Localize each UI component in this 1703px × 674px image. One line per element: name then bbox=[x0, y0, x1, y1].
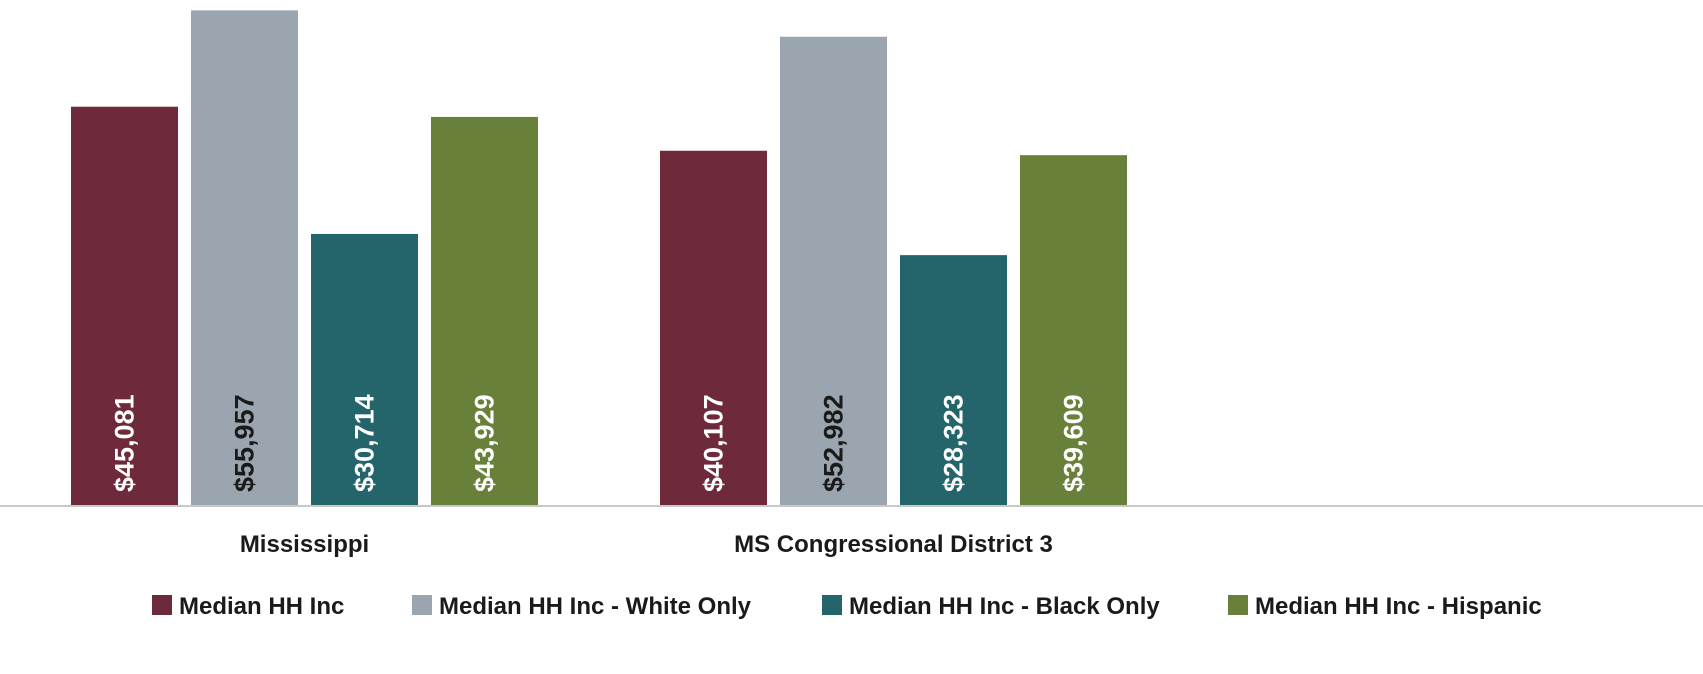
legend-swatch bbox=[1228, 595, 1248, 615]
category-labels: Mississippi MS Congressional District 3 bbox=[240, 531, 1053, 558]
legend-label: Median HH Inc - Black Only bbox=[849, 593, 1160, 620]
category-label: Mississippi bbox=[240, 531, 369, 558]
data-label: $40,107 bbox=[699, 394, 729, 492]
bar-mississippi-series-2 bbox=[191, 10, 298, 506]
data-label: $55,957 bbox=[230, 394, 260, 492]
legend-label: Median HH Inc bbox=[179, 593, 344, 620]
bar-mississippi-series-4 bbox=[431, 116, 538, 506]
category-label: MS Congressional District 3 bbox=[734, 531, 1053, 558]
data-label: $30,714 bbox=[350, 394, 380, 492]
legend: Median HH Inc Median HH Inc - White Only M… bbox=[152, 593, 1542, 620]
data-label: $45,081 bbox=[110, 394, 140, 492]
legend-swatch bbox=[412, 595, 432, 615]
data-label: $28,323 bbox=[939, 394, 969, 492]
bar-mississippi-series-3 bbox=[311, 233, 418, 506]
data-label: $43,929 bbox=[470, 394, 500, 492]
data-label: $39,609 bbox=[1059, 394, 1089, 492]
bar-district-3-series-1 bbox=[660, 150, 767, 506]
bar-district-3-series-3 bbox=[900, 255, 1007, 506]
bar-district-3-series-2 bbox=[780, 36, 887, 506]
legend-label: Median HH Inc - Hispanic bbox=[1255, 593, 1542, 620]
legend-swatch bbox=[822, 595, 842, 615]
data-label: $52,982 bbox=[819, 394, 849, 492]
legend-label: Median HH Inc - White Only bbox=[439, 593, 752, 620]
bars-layer: $45,081 $55,957 $30,714 $43,929 $40,107 $52,9… bbox=[71, 10, 1127, 506]
bar-district-3-series-4 bbox=[1020, 155, 1127, 506]
bar-mississippi-series-1 bbox=[71, 106, 178, 506]
legend-swatch bbox=[152, 595, 172, 615]
